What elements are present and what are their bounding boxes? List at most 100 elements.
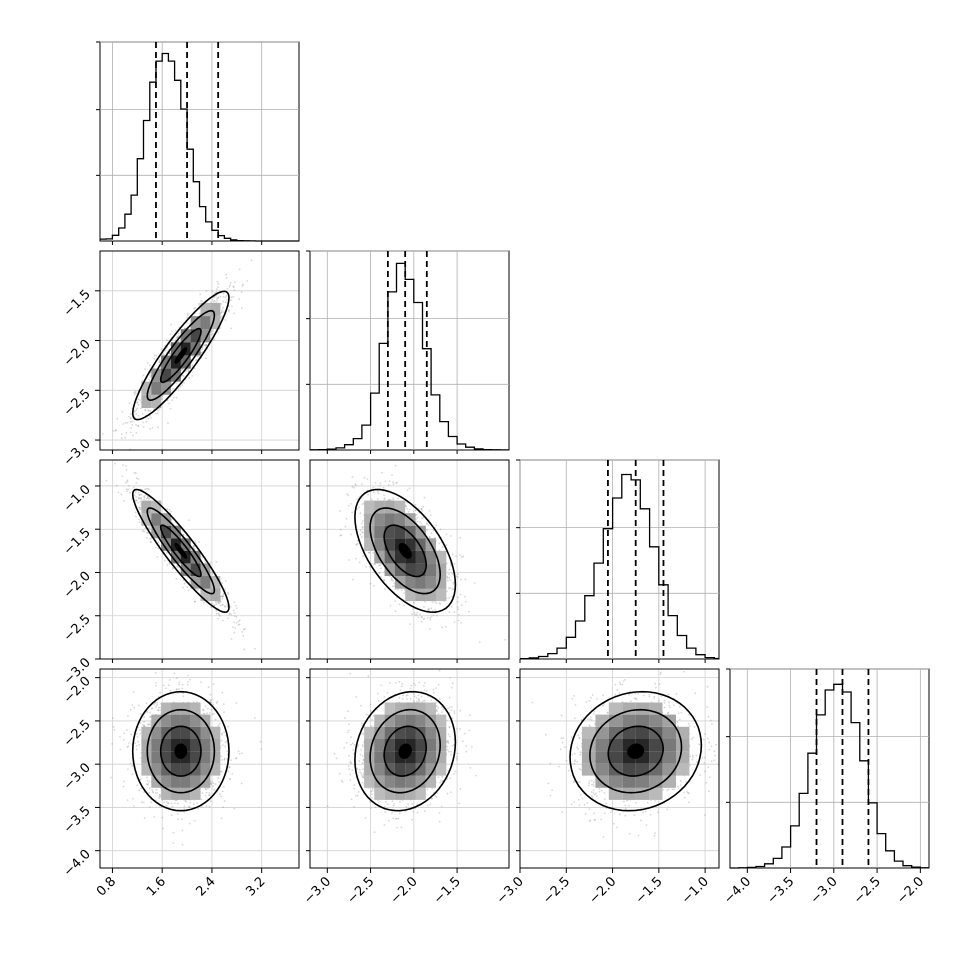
sample-point — [365, 566, 367, 568]
sample-point — [132, 434, 134, 437]
sample-point — [377, 492, 380, 495]
sample-point — [216, 297, 218, 300]
sample-point — [139, 399, 142, 402]
sample-point — [175, 337, 178, 339]
sample-point — [445, 625, 447, 628]
sample-point — [436, 614, 438, 617]
sample-point — [172, 567, 174, 570]
sample-point — [259, 740, 262, 743]
sample-point — [138, 506, 141, 509]
sample-point — [191, 375, 194, 377]
sample-point — [432, 529, 435, 532]
sample-point — [138, 789, 140, 792]
plot-area — [100, 251, 299, 455]
density-cell — [374, 500, 385, 514]
sample-point — [145, 420, 148, 423]
sample-point — [132, 486, 135, 489]
sample-point — [242, 628, 245, 631]
sample-point — [138, 508, 141, 511]
sample-point — [346, 493, 349, 495]
sample-point — [232, 609, 235, 612]
sample-point — [224, 301, 227, 304]
density-cell — [200, 588, 211, 602]
sample-point — [144, 488, 147, 490]
sample-point — [446, 577, 449, 579]
sample-point — [170, 802, 173, 805]
sample-point — [449, 535, 452, 537]
panel-frame — [729, 668, 930, 869]
sample-point — [224, 588, 227, 591]
sample-point — [131, 424, 134, 426]
sample-point — [147, 488, 150, 490]
sample-point — [149, 376, 152, 378]
sample-point — [226, 604, 229, 606]
sample-point — [145, 487, 148, 490]
sample-point — [149, 715, 151, 718]
sample-point — [175, 382, 178, 384]
density-cell — [436, 576, 447, 589]
sample-point — [369, 582, 372, 585]
sample-point — [434, 609, 436, 611]
sample-point — [429, 616, 432, 619]
sample-point — [121, 410, 124, 413]
sample-point — [460, 604, 463, 606]
density-cell — [180, 538, 191, 551]
sample-point — [421, 616, 423, 618]
density-cell — [394, 563, 406, 576]
sample-point — [181, 384, 184, 387]
sample-point — [218, 601, 221, 604]
sample-point — [383, 494, 385, 497]
sample-point — [161, 353, 164, 356]
density-cell — [161, 538, 171, 551]
sample-point — [420, 522, 423, 525]
sample-point — [142, 426, 145, 428]
sample-point — [139, 500, 142, 503]
histogram-step — [730, 683, 929, 869]
sample-point — [422, 618, 425, 620]
sample-point — [430, 532, 433, 535]
sample-point — [189, 801, 192, 804]
sample-point — [414, 509, 417, 512]
sample-point — [137, 491, 140, 494]
sample-point — [232, 296, 235, 298]
sample-point — [205, 791, 208, 794]
sample-point — [241, 284, 244, 287]
sample-point — [450, 605, 453, 608]
sample-point — [172, 842, 175, 844]
sample-point — [179, 568, 182, 571]
density-cell — [190, 316, 201, 330]
sample-point — [154, 671, 157, 674]
sample-point — [394, 464, 397, 467]
sample-point — [181, 843, 184, 846]
sample-point — [219, 600, 222, 603]
sample-point — [217, 617, 220, 620]
density-cell — [200, 316, 211, 330]
sample-point — [128, 415, 130, 418]
sample-point — [467, 610, 470, 613]
sample-point — [193, 307, 196, 310]
sample-point — [233, 312, 236, 315]
sample-point — [359, 533, 362, 536]
sample-point — [195, 588, 198, 591]
sample-point — [188, 822, 191, 825]
sample-point — [149, 537, 152, 540]
density-cell — [425, 588, 436, 602]
sample-point — [112, 726, 115, 728]
sample-point — [194, 306, 197, 309]
sample-point — [368, 551, 370, 554]
sample-point — [237, 620, 240, 623]
sample-point — [182, 533, 185, 536]
sample-point — [222, 593, 225, 595]
sample-point — [460, 621, 462, 624]
sample-point — [233, 601, 236, 603]
sample-point — [174, 339, 177, 342]
sample-point — [228, 285, 231, 288]
sample-point — [158, 359, 161, 362]
sample-point — [417, 616, 420, 619]
sample-point — [378, 572, 381, 574]
sample-point — [117, 453, 119, 455]
sample-point — [139, 407, 142, 410]
sample-point — [234, 627, 237, 629]
sample-point — [205, 788, 207, 791]
sample-point — [213, 338, 216, 341]
